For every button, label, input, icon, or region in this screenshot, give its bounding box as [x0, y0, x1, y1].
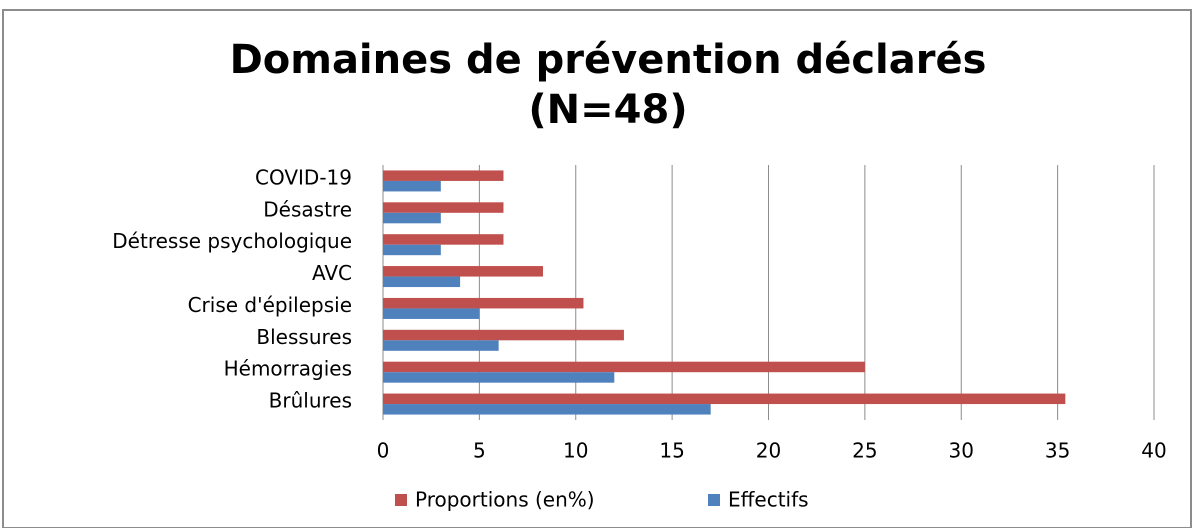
bar — [383, 361, 865, 373]
bar — [383, 329, 624, 341]
legend-label: Proportions (en%) — [415, 488, 595, 512]
bar — [383, 202, 504, 213]
x-tick-label: 5 — [473, 439, 486, 463]
bar — [383, 170, 504, 181]
bar — [383, 276, 461, 288]
x-tick-label: 10 — [563, 439, 588, 463]
legend-swatch — [395, 494, 407, 506]
y-tick-label: Blessures — [256, 325, 352, 349]
y-tick-label: Désastre — [263, 197, 352, 221]
bar — [383, 308, 480, 319]
bar — [383, 404, 711, 415]
x-tick-label: 20 — [756, 439, 781, 463]
bar — [383, 234, 504, 245]
bar — [383, 212, 441, 224]
chart-title: (N=48) — [528, 87, 687, 133]
legend-swatch — [708, 494, 720, 506]
chart-title: Domaines de prévention déclarés — [230, 37, 987, 83]
bar — [383, 393, 1066, 405]
y-tick-label: Détresse psychologique — [112, 229, 352, 253]
x-tick-label: 15 — [659, 439, 684, 463]
x-tick-label: 0 — [377, 439, 390, 463]
legend-label: Effectifs — [728, 488, 809, 512]
bar — [383, 244, 441, 256]
y-tick-label: AVC — [312, 261, 352, 285]
y-tick-label: COVID-19 — [255, 165, 352, 189]
bar — [383, 372, 615, 383]
chart-frame — [2, 9, 1192, 528]
x-tick-label: 25 — [852, 439, 877, 463]
bar — [383, 340, 499, 351]
bar — [383, 266, 543, 277]
y-tick-label: Crise d'épilepsie — [188, 293, 352, 317]
y-tick-label: Hémorragies — [224, 357, 352, 381]
y-tick-label: Brûlures — [269, 389, 352, 413]
bar — [383, 180, 441, 192]
bar — [383, 297, 584, 309]
x-tick-label: 40 — [1141, 439, 1166, 463]
x-tick-label: 30 — [949, 439, 974, 463]
x-tick-label: 35 — [1045, 439, 1070, 463]
